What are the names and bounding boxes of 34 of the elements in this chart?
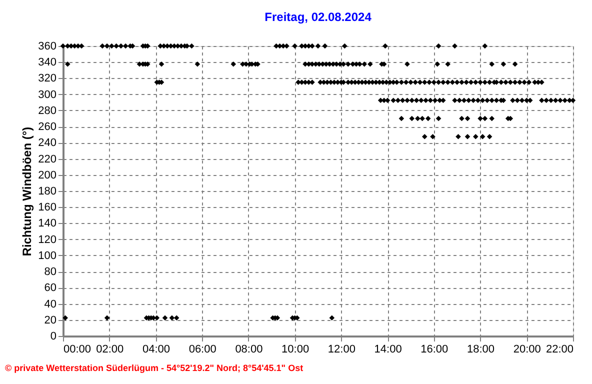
y-tick-label: 260	[38, 121, 56, 134]
x-tick-label: 08:00	[235, 344, 263, 356]
y-tick-label: 320	[38, 72, 56, 85]
x-tick-label: 00:00	[64, 344, 92, 356]
y-axis-title: Richtung Windböen (°)	[20, 126, 34, 256]
text: © private Wetterstation Süderlügum - 54°52'19.2" Nord; 8°54'45.1" Ost	[5, 363, 304, 373]
y-tick-label: 340	[38, 56, 56, 69]
y-tick-label: 240	[38, 137, 56, 150]
y-tick-label: 140	[38, 218, 56, 230]
y-tick-label: 80	[44, 266, 56, 278]
x-tick-label: 10:00	[282, 344, 310, 356]
y-tick-label: 20	[44, 314, 56, 326]
y-tick-label: 40	[44, 298, 56, 310]
x-tick-label: 16:00	[420, 344, 448, 356]
y-tick-label: 220	[38, 153, 56, 166]
x-tick-label: 20:00	[513, 344, 541, 356]
x-tick-label: 04:00	[142, 344, 170, 356]
y-tick-label: 300	[38, 88, 56, 101]
y-tick-label: 0	[50, 330, 56, 342]
y-tick-label: 280	[38, 104, 56, 117]
y-tick-label: 100	[38, 250, 56, 262]
y-tick-label: 360	[38, 40, 56, 52]
x-tick-label: 14:00	[374, 344, 402, 356]
x-tick-label: 18:00	[467, 344, 495, 356]
y-tick-label: 120	[38, 234, 56, 246]
y-tick-label: 60	[44, 282, 56, 294]
chart-title: Freitag, 02.08.2024	[264, 10, 372, 24]
x-tick-label: 22:00	[546, 344, 574, 356]
x-tick-label: 06:00	[188, 344, 216, 356]
y-tick-label: 200	[38, 169, 56, 182]
y-tick-label: 160	[38, 202, 56, 214]
y-tick-label: 180	[38, 186, 56, 198]
x-tick-label: 02:00	[96, 344, 124, 356]
x-tick-label: 12:00	[328, 344, 356, 356]
